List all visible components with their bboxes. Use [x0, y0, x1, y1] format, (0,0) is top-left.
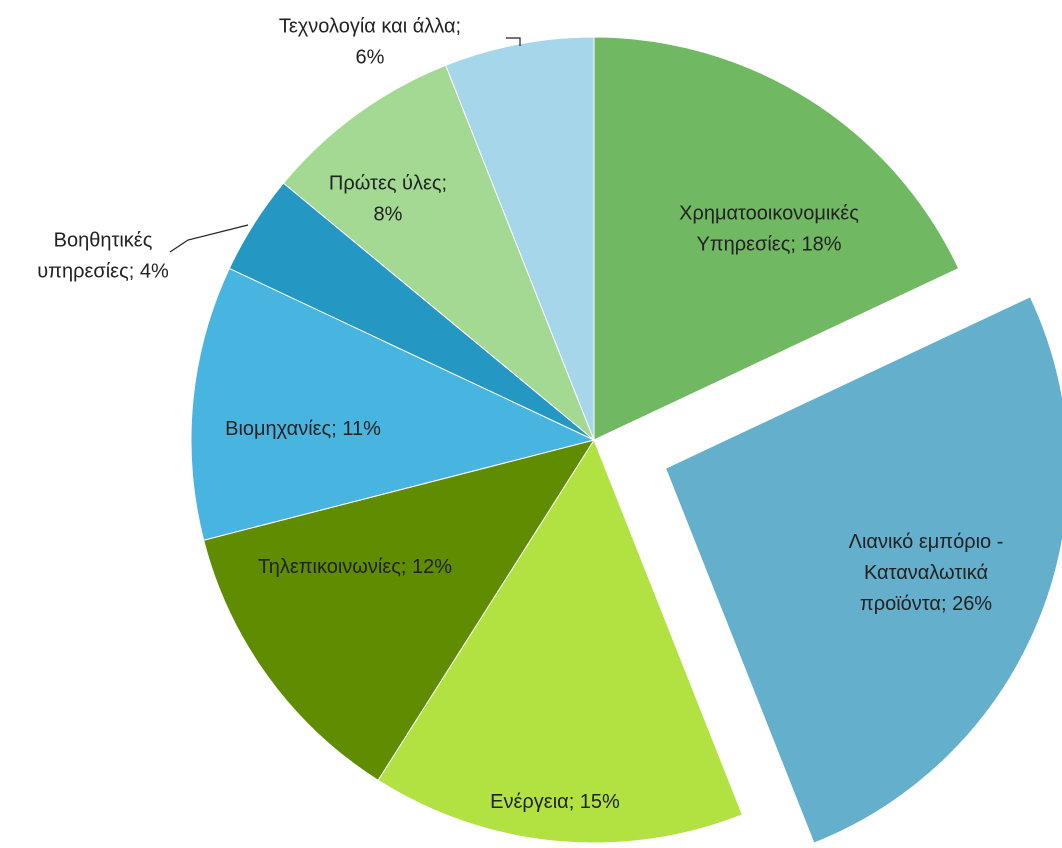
data-label: Πρώτες ύλες; 8% — [329, 173, 447, 226]
data-label: Χρηματοοικονομικές Υπηρεσίες; 18% — [679, 203, 859, 256]
data-label: Βοηθητικές υπηρεσίες; 4% — [37, 230, 169, 283]
pie-slice — [593, 36, 960, 441]
pie-slice — [444, 36, 595, 441]
labels: Χρηματοοικονομικές Υπηρεσίες; 18% Λιανικό … — [37, 16, 1003, 814]
data-label: Τηλεπικοινωνίες; 12% — [258, 556, 452, 578]
data-label: Λιανικό εμπόριο -Καταναλωτικά προϊόντα; 2… — [849, 531, 1004, 615]
pie-slice — [282, 64, 595, 441]
pie-slice — [664, 296, 1062, 844]
leader-line — [169, 224, 249, 253]
pie-slice — [203, 439, 596, 781]
data-label: Βιομηχανίες; 11% — [225, 418, 381, 440]
pie-slice — [190, 267, 596, 541]
slices — [190, 36, 1062, 844]
leader-line — [506, 37, 521, 46]
pie-slice — [377, 438, 744, 844]
data-label: Τεχνολογία και άλλα; 6% — [279, 16, 461, 69]
data-label: Ενέργεια; 15% — [490, 791, 620, 813]
